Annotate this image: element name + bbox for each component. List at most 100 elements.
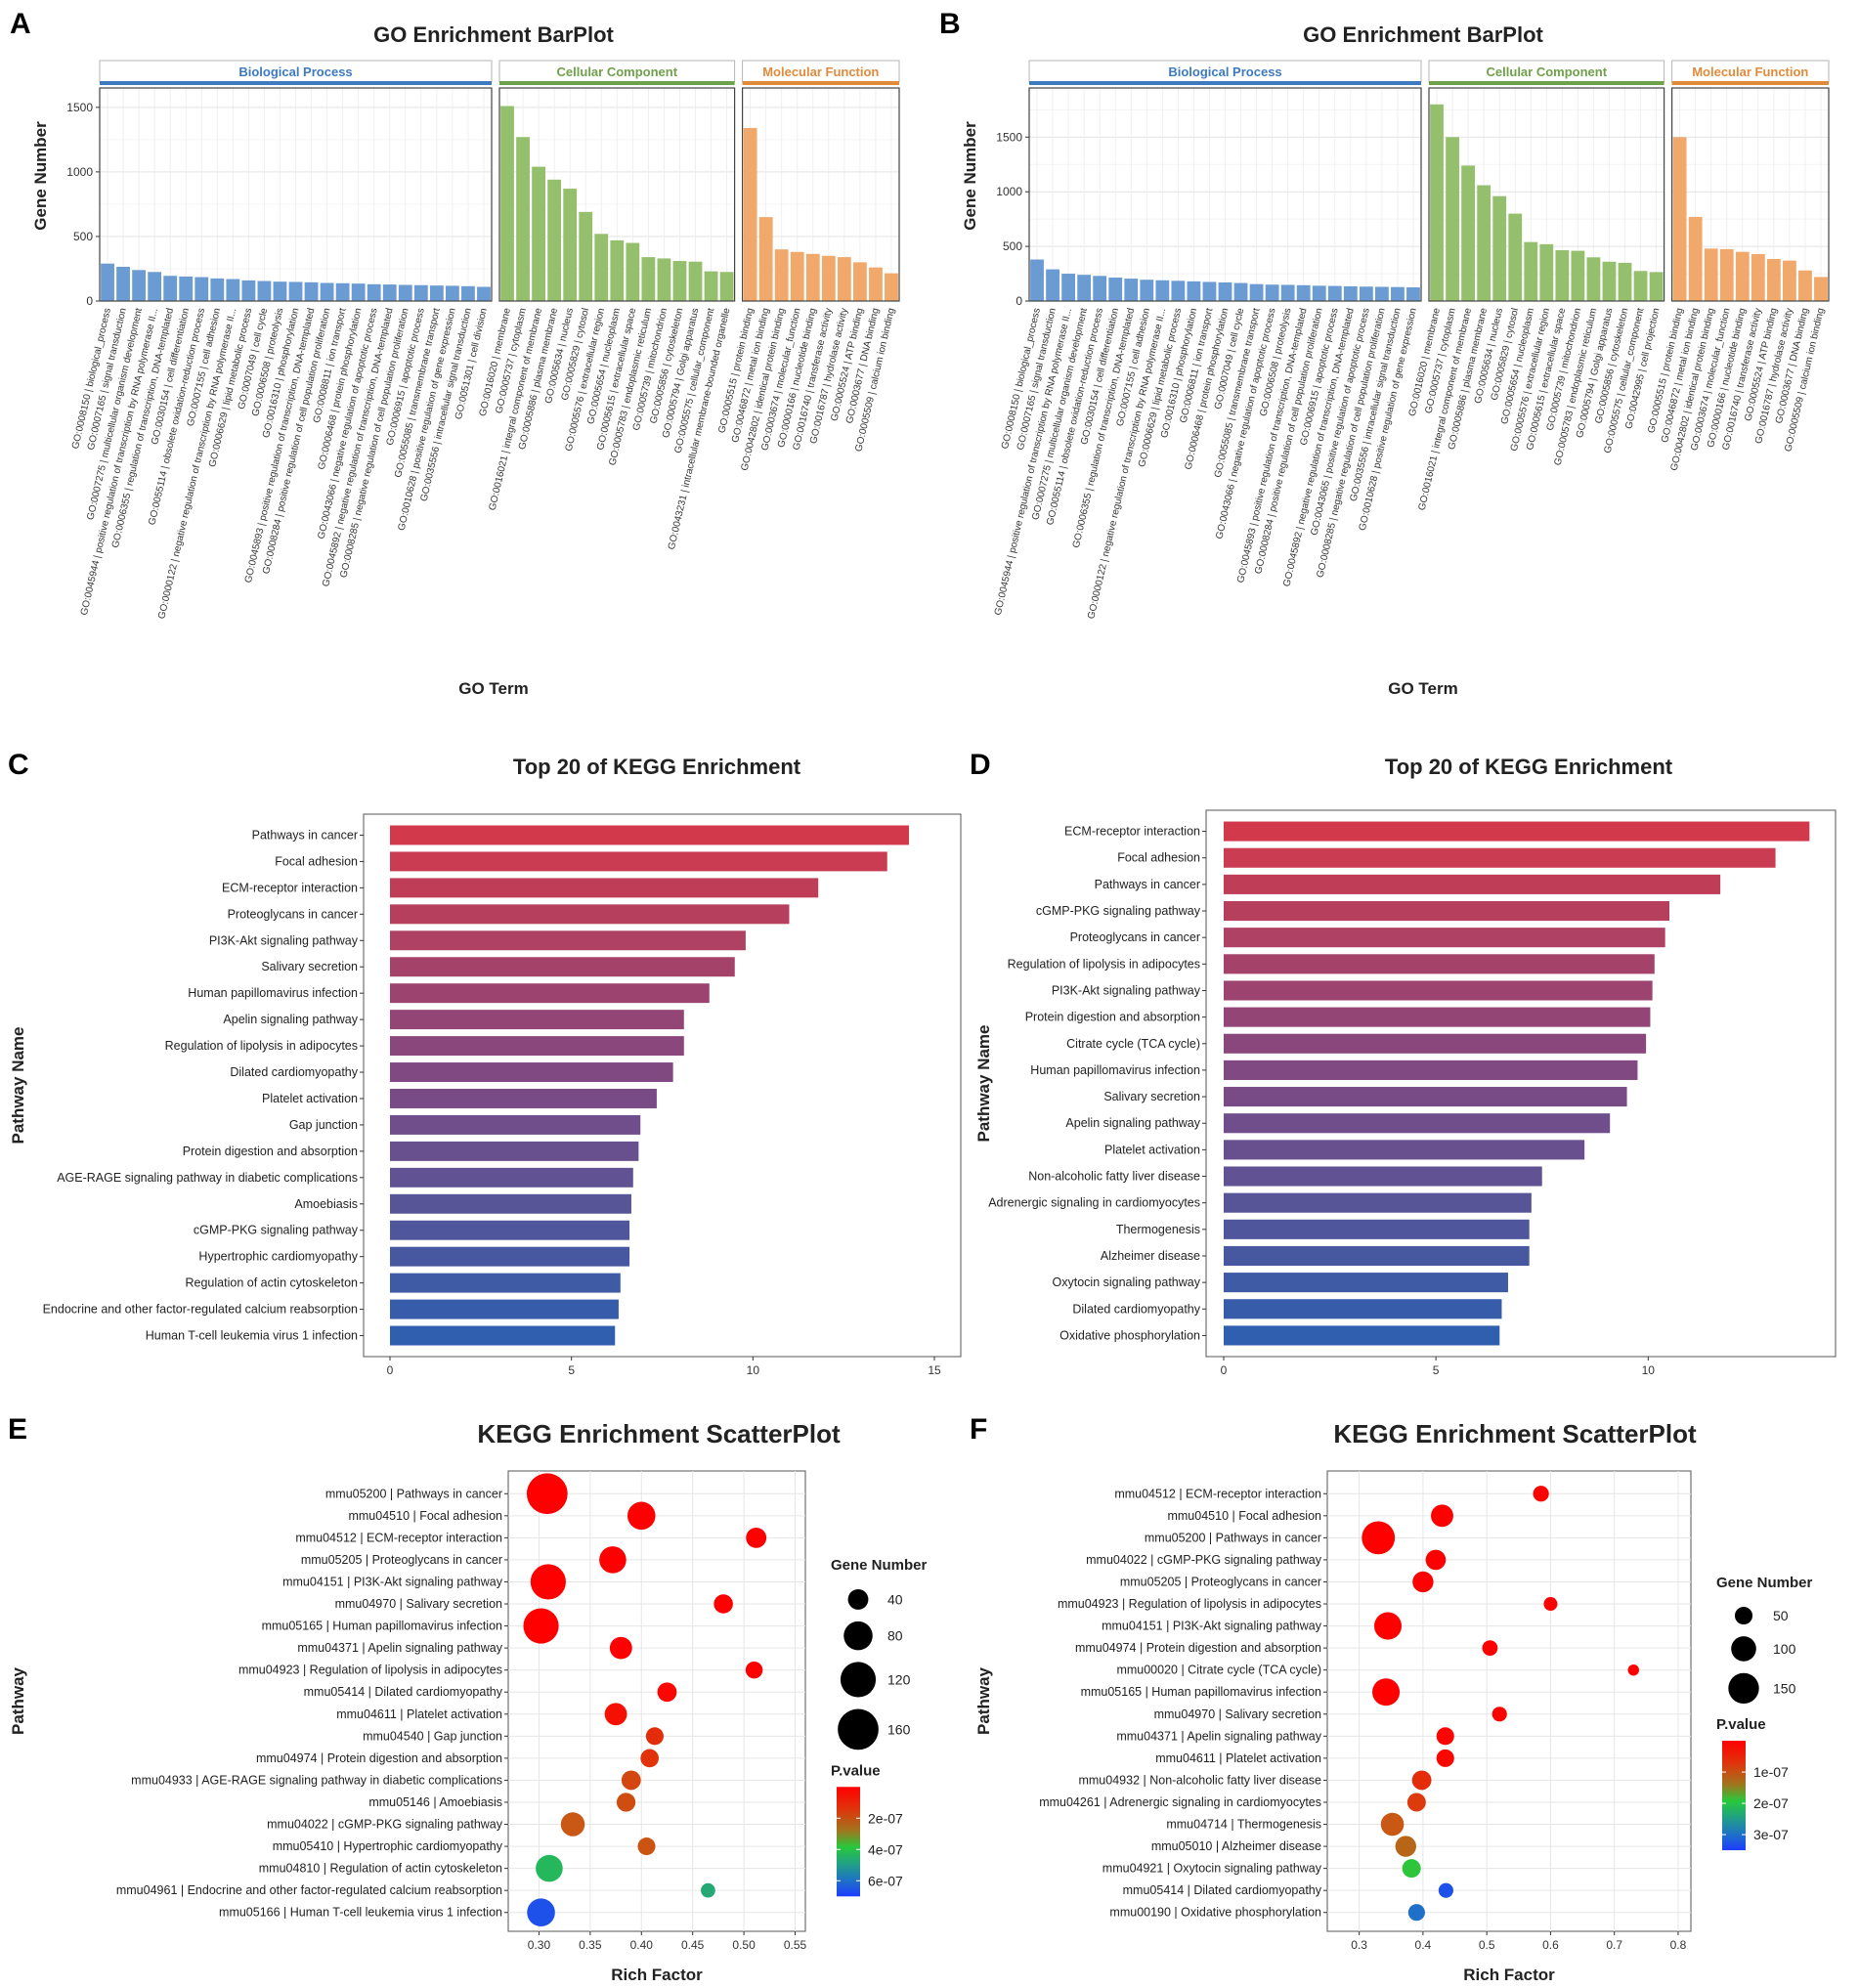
bar-go-0008285-negative-regulation-of-cell-p xyxy=(1375,286,1389,301)
x-tick-label: 0.55 xyxy=(784,1938,807,1952)
bar-go-0005737-cytoplasm xyxy=(516,137,530,301)
y-tick-label: Human papillomavirus infection xyxy=(1030,1063,1200,1077)
point-mmu04921-oxytocin-signaling-pathway xyxy=(1402,1859,1421,1879)
bar-adrenergic-signaling-in-cardiomyocytes xyxy=(1224,1192,1532,1213)
bar-go-0016021-integral-component-of-membran xyxy=(532,166,545,301)
x-axis-title: -log10(P.value) xyxy=(586,1396,703,1398)
facet-strip-accent xyxy=(499,81,735,85)
point-mmu04611-platelet-activation xyxy=(604,1703,627,1726)
x-tick-label: 0.8 xyxy=(1670,1938,1687,1952)
y-tick-label: PI3K-Akt signaling pathway xyxy=(209,933,359,947)
point-mmu05165-human-papillomavirus-infection xyxy=(1372,1678,1401,1707)
chart-title: KEGG Enrichment ScatterPlot xyxy=(477,1419,841,1448)
bar-apelin-signaling-pathway xyxy=(390,1010,684,1030)
pvalue-legend: P.value 1e-07 2e-07 3e-07 xyxy=(1716,1716,1789,1851)
bar-go-0016787-hydrolase-activity xyxy=(1783,260,1796,301)
bar-go-0005794-golgi-apparatus xyxy=(1602,261,1617,301)
point-mmu05410-hypertrophic-cardiomyopathy xyxy=(637,1837,656,1856)
bar-go-0008284-positive-regulation-of-cell-p xyxy=(320,282,334,301)
x-axis-title: Rich Factor xyxy=(611,1966,703,1984)
y-tick-label: mmu05146 | Amoebiasis xyxy=(368,1795,502,1809)
panel-label: B xyxy=(939,8,961,40)
bar-human-papillomavirus-infection xyxy=(390,983,710,1004)
x-tick-label: 0 xyxy=(387,1363,394,1377)
x-tick-label: 0.50 xyxy=(732,1938,756,1952)
y-axis-title: Pathway Name xyxy=(974,1025,993,1143)
x-tick-label: 0.35 xyxy=(579,1938,602,1952)
bar-proteoglycans-in-cancer xyxy=(390,904,790,925)
bar-go-0016740-transferase-activity xyxy=(821,255,836,301)
y-tick-label: Platelet activation xyxy=(1104,1143,1200,1156)
bar-go-0005509-calcium-ion-binding xyxy=(1814,277,1828,301)
size-legend-title: Gene Number xyxy=(1716,1575,1813,1591)
y-tick-label: mmu04022 | cGMP-PKG signaling pathway xyxy=(1086,1553,1322,1567)
bar-go-0005615-extracellular-space xyxy=(626,242,640,301)
kegg-barplot-c: C Top 20 of KEGG Enrichment Pathway Name -l… xyxy=(8,749,962,1398)
y-tick-label: PI3K-Akt signaling pathway xyxy=(1052,983,1201,997)
bar-go-0006629-lipid-metabolic-process xyxy=(1171,281,1186,301)
point-mmu00020-citrate-cycle-tca-cycle xyxy=(1627,1664,1639,1676)
y-tick-label: Gap junction xyxy=(289,1118,358,1132)
point-mmu04510-focal-adhesion xyxy=(1431,1504,1453,1528)
y-tick-label: Hypertrophic cardiomyopathy xyxy=(198,1250,358,1264)
bar-go-0005829-cytosol xyxy=(1508,213,1523,301)
bar-gap-junction xyxy=(390,1114,641,1135)
go-barplot-a: A GO Enrichment BarPlot Gene Number GO Term… xyxy=(10,8,900,698)
point-mmu05165-human-papillomavirus-infection xyxy=(523,1608,559,1644)
y-tick-label: Proteoglycans in cancer xyxy=(1070,930,1200,944)
y-tick-label: mmu04923 | Regulation of lipolysis in ad… xyxy=(238,1664,502,1677)
bar-citrate-cycle-tca-cycle xyxy=(1224,1033,1647,1054)
bar-go-0055114-obsolete-oxidation-reduction- xyxy=(195,277,209,301)
bar-thermogenesis xyxy=(1224,1219,1530,1239)
pvalue-legend-title: P.value xyxy=(1716,1716,1766,1733)
bar-go-0051301-cell-division xyxy=(477,286,491,301)
bar-go-0005829-cytosol xyxy=(579,211,593,301)
x-tick-label: 0.40 xyxy=(630,1938,654,1952)
bar-go-0005886-plasma-membrane xyxy=(1477,185,1492,301)
point-mmu04022-cgmp-pkg-signaling-pathway xyxy=(560,1812,585,1837)
x-tick-label: 0.5 xyxy=(1479,1938,1495,1952)
y-tick-label: Endocrine and other factor-regulated cal… xyxy=(43,1303,358,1317)
kegg-barplot-d: D Top 20 of KEGG Enrichment Pathway Name -l… xyxy=(970,749,1837,1398)
bar-go-0008811-ion-transport xyxy=(335,282,350,301)
point-mmu04151-pi3k-akt-signaling-pathway xyxy=(1373,1612,1403,1640)
bar-go-0008150-biological-process xyxy=(101,263,114,301)
point-mmu04923-regulation-of-lipolysis-in-adip xyxy=(745,1661,763,1679)
colorbar-tick-label: 2e-07 xyxy=(868,1810,903,1826)
y-tick-label: cGMP-PKG signaling pathway xyxy=(194,1224,359,1237)
y-tick-label: mmu05200 | Pathways in cancer xyxy=(1145,1531,1321,1544)
point-mmu04512-ecm-receptor-interaction xyxy=(1533,1486,1549,1502)
bar-age-rage-signaling-pathway-in-diabetic-complications xyxy=(390,1167,633,1188)
bar-go-0007155-cell-adhesion xyxy=(210,278,225,301)
y-tick-label: Apelin signaling pathway xyxy=(1065,1116,1200,1130)
facet-strip-accent xyxy=(742,81,899,85)
y-tick-label: Oxytocin signaling pathway xyxy=(1053,1275,1201,1289)
bar-go-0006468-protein-phosphorylation xyxy=(1218,281,1232,301)
bar-go-0006355-regulation-of-transcription-d xyxy=(1124,279,1139,301)
y-tick-label: Regulation of lipolysis in adipocytes xyxy=(1008,957,1200,971)
bar-proteoglycans-in-cancer xyxy=(1224,928,1665,948)
panel-label: A xyxy=(10,8,31,40)
y-tick-label: Citrate cycle (TCA cycle) xyxy=(1066,1037,1200,1051)
bar-go-0008284-positive-regulation-of-cell-p xyxy=(1312,285,1326,301)
y-tick-label: Salivary secretion xyxy=(1103,1090,1200,1103)
size-legend-label: 50 xyxy=(1773,1608,1789,1623)
y-axis-title: Pathway Name xyxy=(9,1027,27,1145)
y-tick-label: 500 xyxy=(1003,239,1022,253)
y-tick-label: mmu04261 | Adrenergic signaling in cardi… xyxy=(1039,1795,1321,1809)
bar-go-0010628-positive-regulation-of-gene-e xyxy=(1406,287,1420,301)
y-tick-label: mmu05010 | Alzheimer disease xyxy=(1151,1839,1321,1853)
point-mmu04932-non-alcoholic-fatty-liver-disea xyxy=(1411,1770,1432,1791)
bar-salivary-secretion xyxy=(390,957,735,977)
colorbar-tick-label: 3e-07 xyxy=(1753,1827,1789,1842)
y-tick-label: mmu05414 | Dilated cardiomyopathy xyxy=(304,1685,503,1699)
y-tick-label: mmu04022 | cGMP-PKG signaling pathway xyxy=(267,1818,503,1832)
y-tick-label: Adrenergic signaling in cardiomyocytes xyxy=(988,1196,1200,1210)
y-tick-label: 1500 xyxy=(996,130,1022,144)
bar-hypertrophic-cardiomyopathy xyxy=(390,1246,630,1267)
bar-go-0005794-golgi-apparatus xyxy=(688,261,703,301)
facet-bp: GO:0008150 | biological_processGO:000716… xyxy=(70,60,493,620)
y-tick-label: Amoebiasis xyxy=(294,1197,358,1211)
bar-go-0006355-regulation-of-transcription-d xyxy=(163,276,178,301)
bar-go-0006629-lipid-metabolic-process xyxy=(241,280,256,301)
